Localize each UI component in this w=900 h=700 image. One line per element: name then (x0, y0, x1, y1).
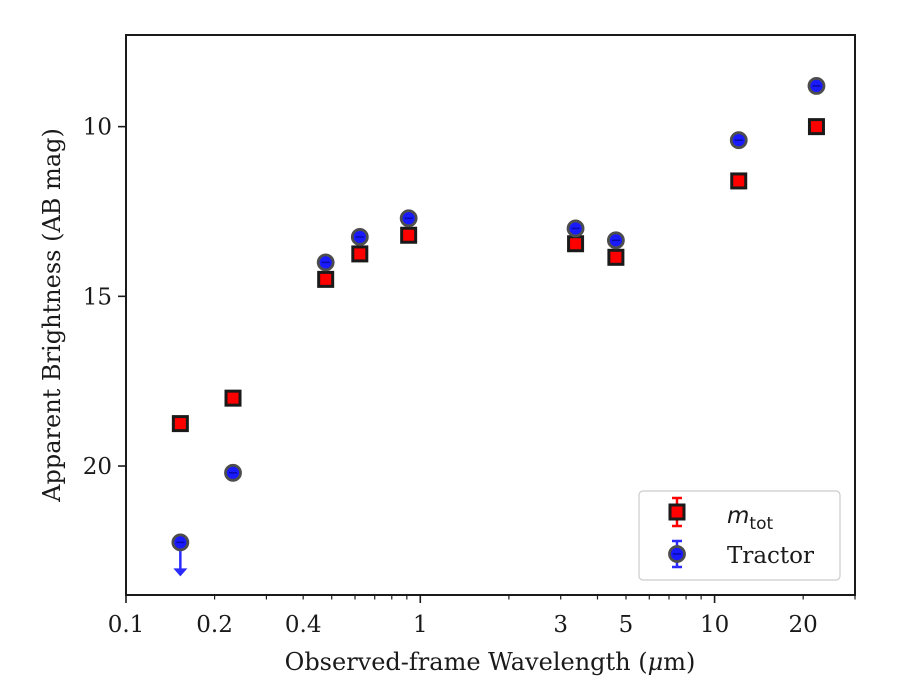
legend-mtot-label: mtot (727, 503, 773, 534)
data-markers (171, 77, 826, 577)
y-tick-label: 15 (83, 284, 112, 310)
data-point-tractor (224, 463, 242, 482)
data-point-tractor (316, 253, 335, 272)
x-tick-label: 0.2 (196, 612, 233, 638)
square-marker (730, 172, 748, 190)
data-point-tractor (807, 77, 826, 95)
data-point-mtot (351, 245, 369, 263)
square-marker (567, 235, 585, 253)
data-point-mtot (730, 172, 748, 190)
square-marker (400, 226, 418, 244)
x-tick-label: 10 (700, 612, 729, 638)
square-marker (607, 248, 625, 266)
data-point-mtot (567, 235, 585, 253)
data-point-mtot (807, 118, 825, 136)
x-tick-label: 0.1 (108, 612, 145, 638)
legend-box (638, 490, 841, 581)
y-tick-label: 10 (83, 115, 112, 141)
legend-mtot-marker (668, 496, 686, 528)
square-marker (171, 415, 189, 433)
plot-frame (125, 34, 856, 596)
x-axis-label: Observed-frame Wavelength (μm) (285, 648, 696, 676)
y-axis-label: Apparent Brightness (AB mag) (38, 128, 66, 503)
x-tick-label: 5 (619, 612, 634, 638)
legend: mtot Tractor (638, 490, 841, 581)
square-marker (317, 270, 335, 288)
square-marker (351, 245, 369, 263)
x-tick-label: 1 (413, 612, 428, 638)
data-point-mtot (400, 226, 418, 244)
data-point-tractor (566, 219, 585, 238)
square-marker (224, 389, 242, 407)
data-point-mtot (224, 389, 242, 407)
x-tick-label: 20 (789, 612, 818, 638)
data-point-tractor (606, 231, 625, 250)
legend-tractor-circle (668, 545, 686, 563)
x-tick-label: 3 (553, 612, 568, 638)
data-point-mtot (317, 270, 335, 288)
square-marker (668, 503, 686, 521)
legend-mtot-square (668, 503, 686, 521)
data-point-tractor (350, 228, 369, 246)
data-point-mtot (607, 248, 625, 266)
square-marker (807, 118, 825, 136)
data-point-tractor (729, 131, 748, 150)
y-tick-label: 20 (83, 454, 112, 480)
legend-tractor-label: Tractor (727, 543, 814, 569)
legend-tractor-marker (668, 539, 686, 569)
y-axis-ticks: 10 15 20 (83, 115, 126, 480)
upper-limit-arrowhead (173, 568, 188, 577)
data-point-mtot (171, 415, 189, 433)
x-axis-ticks: 0.1 0.2 0.4 1 3 5 10 20 (108, 595, 856, 638)
x-tick-label: 0.4 (285, 612, 322, 638)
data-point-tractor (171, 533, 190, 552)
data-point-tractor (399, 209, 418, 228)
